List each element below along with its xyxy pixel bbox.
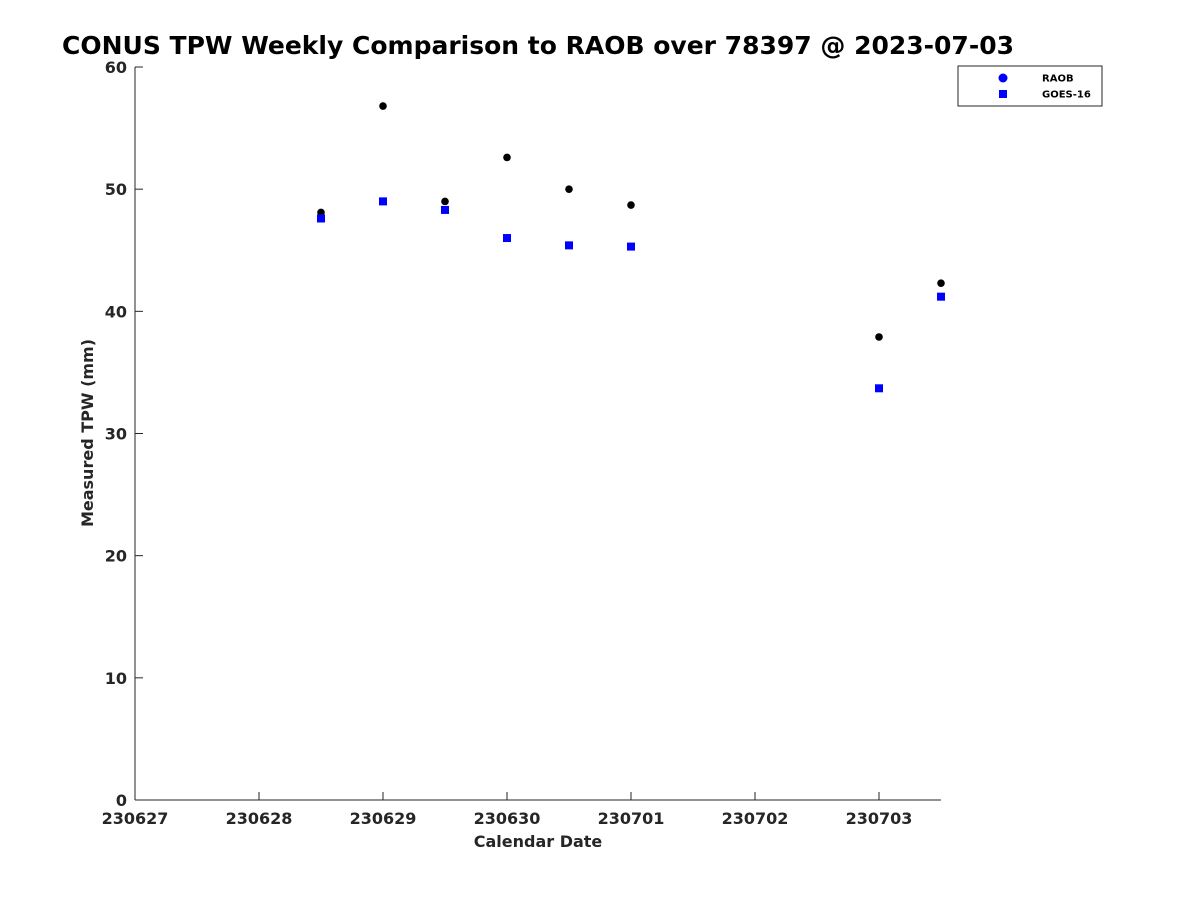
y-tick-label: 50 [105, 180, 127, 199]
goes-16-point [627, 242, 635, 251]
y-tick-label: 30 [105, 425, 127, 444]
legend-marker-goes-16 [999, 90, 1007, 98]
chart-title: CONUS TPW Weekly Comparison to RAOB over… [62, 31, 1014, 60]
x-tick-label: 230701 [598, 809, 665, 828]
raob-point [441, 197, 449, 206]
x-tick-label: 230628 [226, 809, 293, 828]
goes-16-point [441, 205, 449, 214]
x-axis-label: Calendar Date [474, 832, 603, 851]
y-axis-label: Measured TPW (mm) [78, 339, 97, 527]
x-tick-label: 230703 [846, 809, 913, 828]
goes-16-point [503, 234, 511, 243]
x-tick-label: 230702 [722, 809, 789, 828]
raob-point [503, 153, 511, 162]
raob-point [875, 333, 883, 341]
data-points [317, 102, 945, 393]
goes-16-point [317, 214, 325, 223]
legend-label-goes-16: GOES-16 [1042, 90, 1091, 101]
goes-16-point [565, 241, 573, 250]
y-tick-label: 20 [105, 547, 127, 566]
x-tick-label: 230630 [474, 809, 541, 828]
goes-16-point [937, 292, 945, 301]
goes-16-point [875, 384, 883, 393]
y-tick-label: 40 [105, 302, 127, 321]
x-tick-label: 230627 [102, 809, 169, 828]
raob-point [379, 102, 387, 110]
raob-point [937, 279, 945, 288]
y-tick-label: 0 [116, 791, 127, 810]
legend-marker-raob [998, 73, 1008, 83]
raob-point [565, 185, 573, 193]
legend-box [957, 65, 1103, 107]
y-tick-label: 10 [105, 669, 127, 688]
legend: RAOB GOES-16 [957, 65, 1103, 107]
raob-point [627, 201, 635, 209]
y-tick-label: 60 [105, 58, 127, 77]
axes: 0 10 20 30 40 50 60 230627 230628 230629 230630 230… [102, 58, 941, 828]
x-tick-label: 230629 [350, 809, 417, 828]
legend-label-raob: RAOB [1042, 74, 1074, 85]
raob-point [317, 208, 325, 217]
goes-16-point [379, 197, 387, 206]
